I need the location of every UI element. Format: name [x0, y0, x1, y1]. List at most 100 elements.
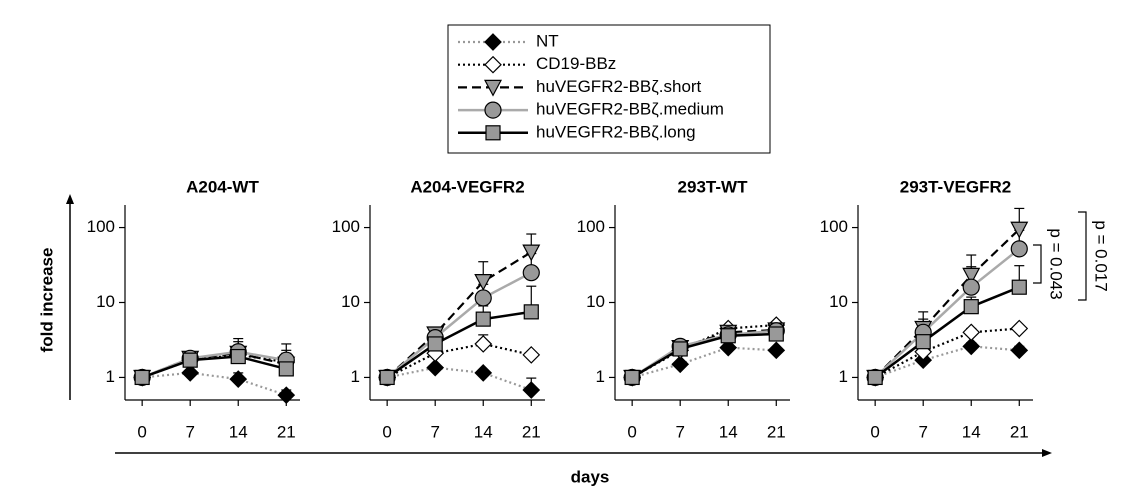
marker: [672, 341, 688, 357]
p-value: p = 0.017: [1092, 220, 1111, 291]
marker: [522, 244, 541, 262]
x-tick-label: 14: [229, 422, 248, 441]
series-line: [631, 329, 777, 379]
x-tick-label: 0: [870, 422, 879, 441]
x-tick-label: 7: [675, 422, 684, 441]
marker: [522, 381, 541, 399]
marker: [1010, 240, 1028, 258]
x-tick-label: 7: [430, 422, 439, 441]
y-tick-label: 10: [586, 292, 605, 311]
series-line: [874, 228, 1021, 379]
marker: [523, 304, 539, 320]
series-line: [631, 346, 777, 379]
y-tick-label: 100: [820, 217, 848, 236]
series-line: [386, 310, 532, 379]
panel-title: 293T-VEGFR2: [900, 177, 1012, 196]
series-line: [631, 328, 777, 379]
y-tick-label: 1: [106, 367, 115, 386]
marker: [230, 348, 246, 365]
marker: [962, 278, 980, 296]
x-tick-label: 14: [474, 422, 493, 441]
marker: [1010, 221, 1029, 239]
x-axis-label: days: [571, 467, 610, 486]
p-value: p = 0.043: [1047, 228, 1066, 299]
marker: [277, 386, 296, 405]
marker: [474, 274, 493, 291]
series-line: [631, 332, 777, 379]
bracket: [1033, 244, 1042, 284]
marker: [427, 336, 443, 352]
y-tick-label: 10: [96, 292, 115, 311]
marker: [484, 33, 502, 51]
y-tick-label: 10: [341, 292, 360, 311]
marker: [485, 125, 501, 141]
y-tick-label: 10: [829, 292, 848, 311]
series-line: [141, 355, 287, 379]
marker: [426, 358, 445, 377]
marker: [522, 264, 540, 282]
series-line: [874, 247, 1021, 379]
y-tick-label: 100: [577, 217, 605, 236]
marker: [962, 267, 981, 285]
y-tick-label: 100: [87, 217, 115, 236]
marker: [671, 355, 690, 374]
marker: [624, 369, 640, 386]
series-line: [874, 345, 1020, 379]
series-line: [874, 286, 1020, 379]
marker: [915, 334, 931, 350]
x-tick-label: 7: [185, 422, 194, 441]
x-tick-label: 0: [137, 422, 146, 441]
series-line: [386, 342, 532, 379]
marker: [962, 337, 981, 356]
x-tick-label: 21: [767, 422, 786, 441]
series-line: [386, 271, 532, 379]
marker: [278, 361, 294, 377]
marker: [1010, 319, 1029, 338]
x-tick-label: 0: [627, 422, 636, 441]
legend-label: CD19-BBz: [536, 54, 616, 73]
marker: [719, 338, 738, 357]
x-tick-label: 14: [962, 422, 981, 441]
legend-label: NT: [536, 31, 559, 50]
marker: [720, 328, 736, 344]
y-tick-label: 1: [351, 367, 360, 386]
marker: [474, 335, 493, 353]
legend-label: huVEGFR2-BBζ.short: [536, 77, 702, 96]
marker: [134, 369, 150, 386]
marker: [379, 369, 395, 386]
marker: [963, 299, 979, 315]
y-tick-label: 100: [332, 217, 360, 236]
series-line: [874, 327, 1020, 379]
marker: [484, 55, 502, 74]
x-tick-label: 14: [719, 422, 738, 441]
marker: [1011, 279, 1027, 295]
marker: [474, 289, 492, 307]
y-tick-label: 1: [596, 367, 605, 386]
y-arrowhead: [66, 194, 74, 204]
bracket: [1078, 211, 1087, 301]
marker: [522, 346, 541, 364]
x-tick-label: 21: [277, 422, 296, 441]
legend-label: huVEGFR2-BBζ.long: [536, 122, 696, 141]
y-tick-label: 1: [839, 367, 848, 386]
panel-title: A204-WT: [186, 177, 259, 196]
x-tick-label: 0: [382, 422, 391, 441]
marker: [484, 79, 502, 97]
panel-title: A204-VEGFR2: [410, 177, 524, 196]
marker: [867, 369, 883, 386]
x-tick-label: 7: [918, 422, 927, 441]
series-line: [386, 251, 532, 379]
marker: [484, 101, 502, 119]
marker: [474, 364, 493, 382]
marker: [229, 370, 248, 388]
legend-label: huVEGFR2-BBζ.medium: [536, 100, 724, 119]
series-line: [142, 371, 287, 397]
x-tick-label: 21: [522, 422, 541, 441]
marker: [182, 352, 198, 368]
panel-title: 293T-WT: [678, 177, 749, 196]
y-axis-label: fold increase: [37, 248, 56, 353]
marker: [475, 311, 491, 327]
x-arrowhead: [1042, 449, 1052, 457]
marker: [768, 326, 784, 342]
